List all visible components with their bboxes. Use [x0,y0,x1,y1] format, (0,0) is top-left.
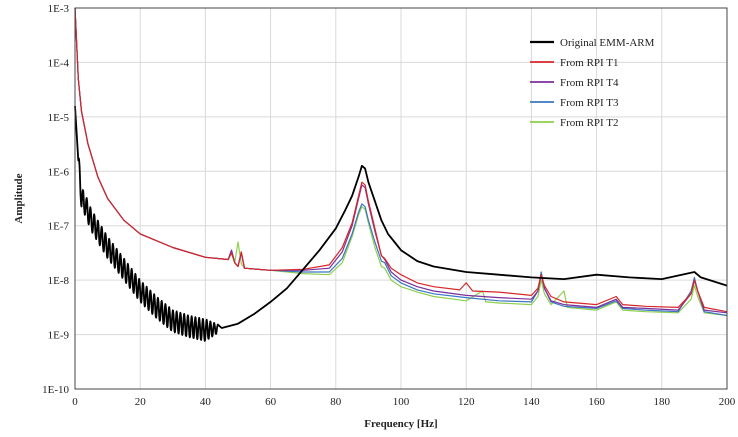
x-tick-label: 160 [588,396,605,408]
legend-label: From RPI T2 [560,117,618,129]
plot-frame [74,7,728,390]
series-line-1 [74,7,728,313]
x-tick-label: 20 [135,396,147,408]
y-tick-label: 1E-6 [48,166,70,178]
y-tick-label: 1E-3 [48,3,70,15]
series-layer [74,7,728,342]
x-tick-label: 60 [265,396,277,408]
x-tick-labels: 0 20 40 60 80 100 120 140 160 180 200 [72,396,736,408]
y-axis-title: Amplitude [13,173,25,223]
y-tick-label: 1E-10 [42,384,69,396]
legend-label: From RPI T3 [560,97,619,109]
y-tick-label: 1E-5 [48,112,70,124]
x-tick-label: 120 [458,396,475,408]
legend-label: From RPI T1 [560,57,618,69]
y-tick-labels: 1E-10 1E-9 1E-8 1E-7 1E-6 1E-5 1E-4 1E-3 [42,3,69,396]
x-tick-label: 200 [719,396,736,408]
x-tick-label: 140 [523,396,540,408]
x-tick-label: 100 [393,396,410,408]
y-tick-label: 1E-7 [48,221,70,233]
x-tick-label: 40 [200,396,212,408]
y-tick-label: 1E-9 [48,330,70,342]
series-line-0 [74,105,728,342]
x-tick-label: 0 [72,396,78,408]
x-tick-label: 180 [654,396,671,408]
y-tick-label: 1E-8 [48,275,70,287]
legend-label: Original EMM-ARM [560,37,655,49]
legend: Original EMM-ARM From RPI T1 From RPI T4 Fr… [530,37,655,129]
x-tick-label: 80 [330,396,342,408]
legend-label: From RPI T4 [560,77,619,89]
y-tick-label: 1E-4 [48,57,70,69]
x-axis-title: Frequency [Hz] [364,418,437,430]
